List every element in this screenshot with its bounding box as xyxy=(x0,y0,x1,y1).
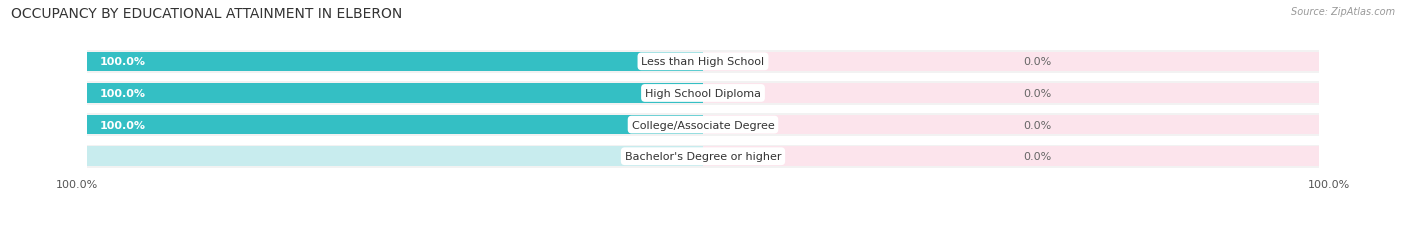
Text: High School Diploma: High School Diploma xyxy=(645,88,761,99)
Bar xyxy=(87,115,703,135)
Bar xyxy=(703,147,1319,166)
Text: 0.0%: 0.0% xyxy=(662,152,690,161)
Text: 0.0%: 0.0% xyxy=(1024,57,1052,67)
Text: Source: ZipAtlas.com: Source: ZipAtlas.com xyxy=(1291,7,1395,17)
Bar xyxy=(87,52,703,72)
Bar xyxy=(703,84,1319,103)
Text: 100.0%: 100.0% xyxy=(1308,179,1350,189)
Bar xyxy=(87,113,1319,137)
Text: 100.0%: 100.0% xyxy=(100,57,145,67)
Bar xyxy=(87,52,703,72)
Text: OCCUPANCY BY EDUCATIONAL ATTAINMENT IN ELBERON: OCCUPANCY BY EDUCATIONAL ATTAINMENT IN E… xyxy=(11,7,402,21)
Bar xyxy=(87,147,703,166)
Text: 0.0%: 0.0% xyxy=(1024,152,1052,161)
Bar xyxy=(87,84,703,103)
Text: 0.0%: 0.0% xyxy=(1024,88,1052,99)
Text: 100.0%: 100.0% xyxy=(100,88,145,99)
Bar xyxy=(87,145,1319,168)
Bar xyxy=(87,50,1319,74)
Bar xyxy=(703,52,1319,72)
Bar xyxy=(87,84,703,103)
Bar xyxy=(703,115,1319,135)
Bar xyxy=(87,115,703,135)
Text: 100.0%: 100.0% xyxy=(56,179,98,189)
Text: College/Associate Degree: College/Associate Degree xyxy=(631,120,775,130)
Text: 100.0%: 100.0% xyxy=(100,120,145,130)
Bar xyxy=(87,82,1319,105)
Text: Less than High School: Less than High School xyxy=(641,57,765,67)
Text: Bachelor's Degree or higher: Bachelor's Degree or higher xyxy=(624,152,782,161)
Text: 0.0%: 0.0% xyxy=(1024,120,1052,130)
